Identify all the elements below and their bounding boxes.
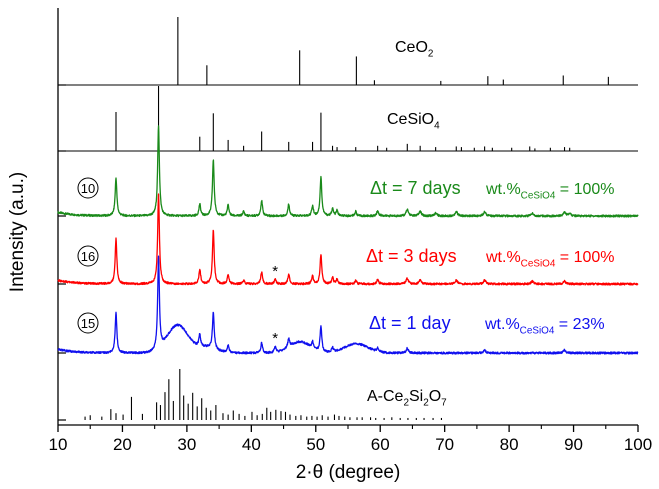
pattern-trace: [57, 125, 639, 218]
x-tick-label: 30: [177, 435, 196, 454]
sample-marker-label: 10: [81, 181, 95, 196]
x-tick-label: 40: [242, 435, 261, 454]
series-duration-label: Δt = 1 day: [369, 313, 451, 333]
measured-patterns: [57, 125, 639, 355]
measured-pattern: [57, 193, 639, 286]
pattern-trace: [57, 193, 639, 286]
reference-label-cesio4: CeSiO4: [387, 111, 440, 131]
axes: 10 20 30 40 50 60 70 80 90 100: [49, 8, 652, 454]
x-tick-label: 20: [113, 435, 132, 454]
reference-pattern: [58, 17, 638, 86]
series-weight-label: wt.%CeSiO4 = 100%: [485, 249, 615, 269]
measured-pattern: [57, 255, 639, 355]
impurity-star: *: [272, 330, 278, 347]
sample-marker-circle: [77, 312, 99, 334]
x-axis-label: 2·θ (degree): [296, 462, 401, 483]
pattern-trace: [57, 255, 639, 355]
reference-pattern: [58, 86, 638, 152]
sample-marker-label: 16: [81, 249, 95, 264]
series-duration-label: Δt = 3 days: [366, 246, 457, 266]
sample-marker-label: 15: [81, 316, 95, 331]
sample-marker-circle: [77, 177, 99, 199]
pattern-labels: CeO2 CeSiO4 A-Ce2Si2O7 10 Δt = 7 days wt.%CeS…: [77, 39, 615, 408]
sample-marker-circle: [77, 245, 99, 267]
reference-label-ceo2: CeO2: [395, 39, 434, 59]
x-tick-label: 10: [49, 435, 68, 454]
x-tick-label: 50: [306, 435, 325, 454]
x-tick-label: 70: [435, 435, 454, 454]
x-tick-label: 80: [500, 435, 519, 454]
x-tick-label: 100: [624, 435, 652, 454]
reference-label-a-ce2si2o7: A-Ce2Si2O7: [367, 388, 447, 408]
y-axis-label: Intensity (a.u.): [7, 172, 28, 292]
impurity-star: *: [272, 263, 278, 280]
reference-pattern: [58, 369, 442, 421]
series-weight-label: wt.%CeSiO4 = 100%: [485, 181, 615, 201]
x-tick-label: 90: [564, 435, 583, 454]
reference-patterns: [58, 17, 638, 421]
series-weight-label: wt.%CeSiO4 = 23%: [484, 316, 605, 336]
measured-pattern: [57, 125, 639, 218]
x-tick-label: 60: [371, 435, 390, 454]
series-duration-label: Δt = 7 days: [370, 178, 461, 198]
